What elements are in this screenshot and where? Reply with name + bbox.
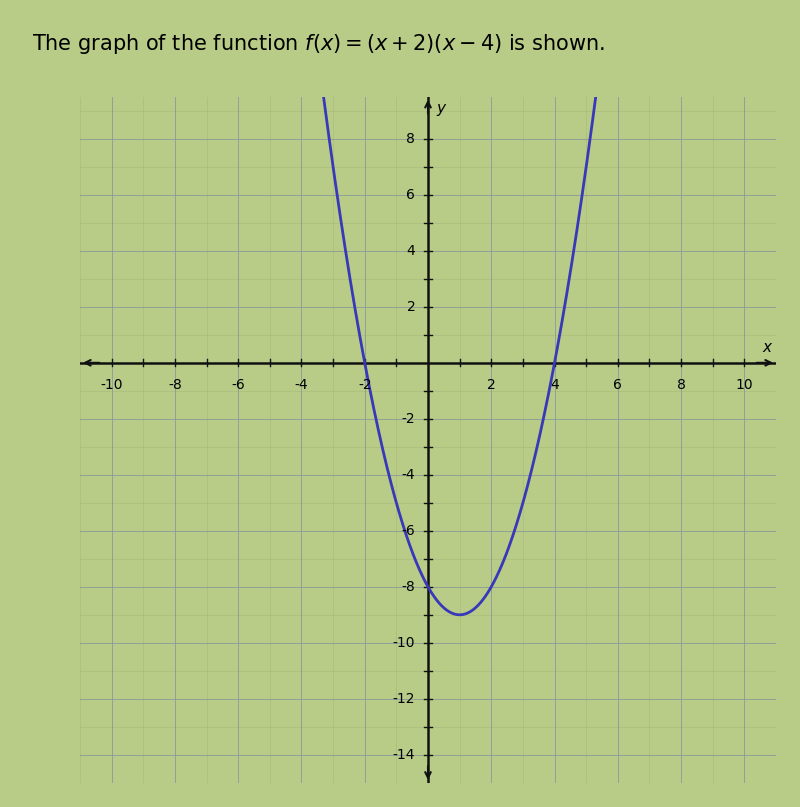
Text: -8: -8 — [168, 378, 182, 392]
Text: -14: -14 — [393, 748, 415, 762]
Text: -6: -6 — [231, 378, 245, 392]
Text: -10: -10 — [393, 636, 415, 650]
Text: -10: -10 — [100, 378, 123, 392]
Text: 6: 6 — [614, 378, 622, 392]
Text: 8: 8 — [677, 378, 686, 392]
Text: -8: -8 — [402, 579, 415, 594]
Text: The graph of the function $f(x) = (x + 2)(x - 4)$ is shown.: The graph of the function $f(x) = (x + 2… — [32, 32, 605, 56]
Text: -2: -2 — [358, 378, 371, 392]
Text: -12: -12 — [393, 692, 415, 706]
Text: y: y — [436, 101, 445, 115]
Text: x: x — [762, 340, 771, 355]
Text: -4: -4 — [402, 468, 415, 482]
Text: 2: 2 — [406, 300, 415, 314]
Text: 4: 4 — [406, 244, 415, 257]
Text: -2: -2 — [402, 412, 415, 426]
Text: 10: 10 — [735, 378, 753, 392]
Text: 2: 2 — [487, 378, 496, 392]
Text: -6: -6 — [402, 524, 415, 537]
Text: 8: 8 — [406, 132, 415, 146]
Text: 4: 4 — [550, 378, 559, 392]
Text: -4: -4 — [294, 378, 308, 392]
Text: 6: 6 — [406, 188, 415, 202]
